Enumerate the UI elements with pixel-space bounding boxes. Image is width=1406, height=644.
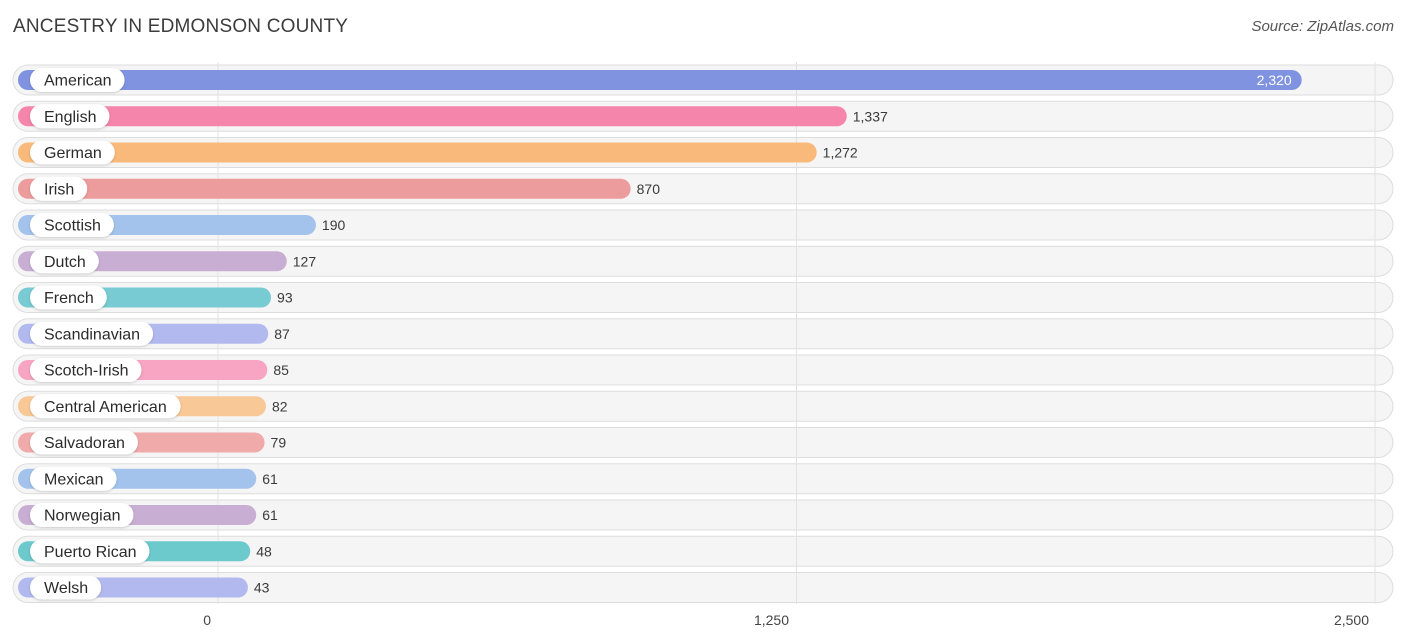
- bar-label-pill: [30, 466, 117, 491]
- category-label: Scotch-Irish: [44, 363, 128, 380]
- bar-track: [12, 572, 1394, 603]
- value-label: 87: [274, 326, 290, 342]
- category-label: English: [44, 109, 96, 126]
- chart-title: ANCESTRY IN EDMONSON COUNTY: [13, 16, 349, 37]
- bar-label-pill: [30, 430, 138, 455]
- bar-label-pill: [30, 104, 110, 129]
- bar-label-pill: [30, 394, 181, 419]
- category-label: Mexican: [44, 471, 104, 488]
- value-label: 43: [254, 580, 270, 596]
- bar-track: [12, 535, 1394, 567]
- value-label: 190: [322, 217, 346, 233]
- bar: [18, 106, 847, 127]
- category-label: Puerto Rican: [44, 544, 137, 561]
- value-label: 1,337: [853, 108, 888, 124]
- bar-label-pill: [30, 575, 102, 600]
- category-label: Norwegian: [44, 508, 120, 525]
- bar-label-pill: [30, 503, 134, 527]
- bar-track: [12, 427, 1394, 458]
- x-tick-label: 0: [203, 612, 211, 628]
- source-label: Source: ZipAtlas.com: [1251, 18, 1394, 35]
- value-label: 79: [271, 435, 287, 451]
- bar: [18, 142, 817, 163]
- bar-track: [12, 354, 1394, 386]
- bar-label-pill: [30, 285, 107, 310]
- category-label: Central American: [44, 399, 167, 416]
- bar-track: [12, 209, 1394, 241]
- x-tick-label: 1,250: [754, 612, 789, 628]
- bar-track: [12, 390, 1394, 422]
- bar-label-pill: [30, 213, 114, 237]
- value-label: 48: [256, 543, 272, 559]
- bar-label-pill: [30, 358, 142, 382]
- category-label: Scottish: [44, 218, 101, 235]
- bar-label-pill: [30, 249, 99, 274]
- bar-label-pill: [30, 140, 115, 165]
- x-tick-label: 2,500: [1334, 612, 1369, 628]
- bar-track: [12, 463, 1394, 495]
- bar-label-pill: [30, 68, 125, 92]
- category-label: Irish: [44, 181, 74, 198]
- value-label: 85: [273, 362, 289, 378]
- value-label: 2,320: [1257, 72, 1292, 88]
- category-label: German: [44, 145, 102, 162]
- bar-track: [12, 499, 1394, 531]
- value-label: 93: [277, 290, 293, 306]
- category-label: Salvadoran: [44, 435, 125, 452]
- bar-track: [12, 282, 1394, 313]
- category-label: Dutch: [44, 254, 86, 271]
- category-label: French: [44, 290, 94, 307]
- value-label: 61: [262, 471, 278, 487]
- bar: [18, 70, 1302, 90]
- value-label: 1,272: [823, 145, 858, 161]
- bar-track: [12, 318, 1394, 350]
- bar-label-pill: [30, 176, 88, 201]
- category-label: Welsh: [44, 580, 88, 597]
- bar: [18, 178, 631, 199]
- category-label: Scandinavian: [44, 326, 140, 343]
- value-label: 870: [637, 181, 661, 197]
- bar-label-pill: [30, 539, 150, 564]
- category-label: American: [44, 73, 112, 90]
- value-label: 61: [262, 507, 278, 523]
- value-label: 82: [272, 398, 288, 414]
- bar-label-pill: [30, 321, 154, 346]
- value-label: 127: [293, 253, 317, 269]
- bar-track: [12, 245, 1394, 277]
